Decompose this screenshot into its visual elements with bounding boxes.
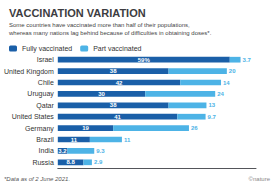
svg-text:Some countries have vaccinated: Some countries have vaccinated more than…: [9, 22, 190, 28]
svg-text:Qatar: Qatar: [36, 102, 54, 110]
svg-text:Brazil: Brazil: [36, 136, 54, 143]
svg-text:3.2: 3.2: [58, 148, 67, 154]
svg-text:Part vaccinated: Part vaccinated: [93, 45, 141, 52]
svg-text:United Kingdom: United Kingdom: [4, 68, 54, 76]
svg-text:11: 11: [124, 137, 131, 143]
svg-text:26: 26: [191, 125, 198, 131]
svg-text:United States: United States: [12, 113, 55, 120]
svg-text:24: 24: [217, 91, 224, 97]
svg-text:9.3: 9.3: [96, 148, 105, 154]
svg-text:Russia: Russia: [32, 159, 54, 166]
svg-text:38: 38: [110, 102, 117, 108]
svg-text:whereas many nations lag behin: whereas many nations lag behind because …: [8, 30, 212, 36]
svg-text:Chile: Chile: [38, 79, 54, 86]
svg-text:Uruguay: Uruguay: [27, 90, 54, 98]
svg-text:11: 11: [71, 137, 78, 143]
svg-text:19: 19: [82, 125, 89, 131]
svg-text:3.7: 3.7: [243, 57, 252, 63]
svg-text:VACCINATION VARIATION: VACCINATION VARIATION: [9, 7, 146, 19]
svg-text:42: 42: [116, 80, 123, 86]
svg-text:9.7: 9.7: [208, 114, 217, 120]
svg-text:*Data as of 2 June 2021.: *Data as of 2 June 2021.: [4, 176, 70, 182]
svg-text:8.8: 8.8: [66, 159, 75, 165]
svg-text:2.9: 2.9: [94, 159, 103, 165]
svg-text:Israel: Israel: [37, 56, 55, 63]
svg-text:Germany: Germany: [25, 125, 54, 133]
svg-text:20: 20: [229, 68, 236, 74]
svg-text:30: 30: [98, 91, 105, 97]
svg-text:©nature: ©nature: [249, 176, 271, 182]
svg-text:14: 14: [223, 80, 230, 86]
svg-text:India: India: [39, 147, 54, 154]
svg-text:59%: 59%: [138, 57, 151, 63]
svg-text:38: 38: [110, 68, 117, 74]
svg-text:Fully vaccinated: Fully vaccinated: [22, 45, 72, 53]
svg-text:13: 13: [208, 102, 215, 108]
svg-text:41: 41: [114, 114, 121, 120]
